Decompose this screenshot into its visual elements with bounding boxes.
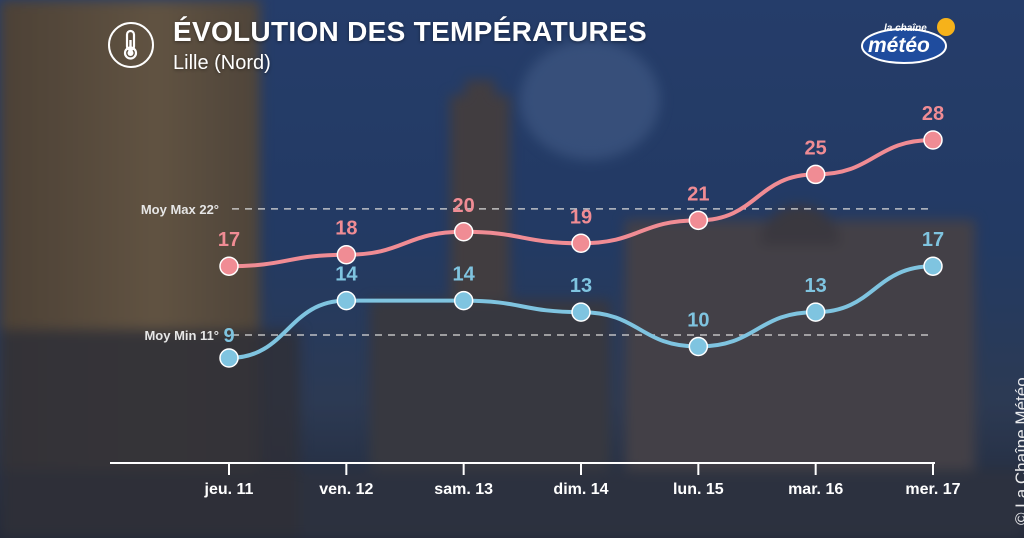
data-point-min <box>923 256 943 276</box>
x-tick-label: mar. 16 <box>788 481 843 498</box>
data-point-max <box>453 222 474 242</box>
data-label-max: 18 <box>335 218 357 240</box>
data-label-max: 25 <box>805 137 827 159</box>
x-tick-label: jeu. 11 <box>204 481 254 498</box>
data-point-min <box>571 302 591 322</box>
data-label-max: 20 <box>453 195 475 217</box>
data-label-min: 13 <box>805 275 827 297</box>
background-opera <box>625 220 975 480</box>
data-point-max <box>219 256 239 276</box>
reference-label: Moy Max 22° <box>141 202 219 217</box>
logo-text-top: la chaîne <box>884 23 927 34</box>
brand-logo: la chaîne météo <box>860 14 960 70</box>
data-point-min <box>688 336 709 357</box>
data-label-max: 19 <box>570 206 592 228</box>
x-tick-label: sam. 13 <box>434 481 493 498</box>
data-point-max <box>805 164 826 185</box>
data-point-max <box>688 210 709 231</box>
background-sky <box>520 40 660 160</box>
data-point-min <box>805 302 826 322</box>
x-tick-label: mer. 17 <box>905 481 960 498</box>
data-label-min: 13 <box>570 275 592 297</box>
data-label-min: 10 <box>687 310 709 332</box>
x-tick-label: dim. 14 <box>553 481 608 498</box>
data-point-min <box>453 290 474 311</box>
logo-text-main: météo <box>868 34 930 57</box>
background-hall <box>370 300 610 480</box>
data-point-min <box>336 290 357 311</box>
data-label-min: 9 <box>223 325 234 347</box>
data-point-max <box>923 130 943 150</box>
data-point-min <box>219 348 239 368</box>
background-storefront <box>0 330 300 538</box>
data-label-max: 21 <box>687 183 709 205</box>
data-label-min: 14 <box>453 264 476 286</box>
data-label-min: 17 <box>922 229 944 251</box>
chart-title: ÉVOLUTION DES TEMPÉRATURES <box>173 16 647 47</box>
background-belfry-top <box>465 80 495 120</box>
thermometer-icon <box>108 22 154 68</box>
data-point-max <box>571 233 591 254</box>
reference-label: Moy Min 11° <box>144 328 219 343</box>
data-point-max <box>336 244 357 265</box>
chart-subtitle: Lille (Nord) <box>173 52 271 74</box>
x-tick-label: lun. 15 <box>673 481 724 498</box>
data-label-max: 28 <box>922 103 944 125</box>
x-tick-label: ven. 12 <box>319 481 373 498</box>
copyright-credit: © La Chaîne Météo <box>1012 377 1024 525</box>
data-label-min: 14 <box>335 264 358 286</box>
data-label-max: 17 <box>218 229 240 251</box>
